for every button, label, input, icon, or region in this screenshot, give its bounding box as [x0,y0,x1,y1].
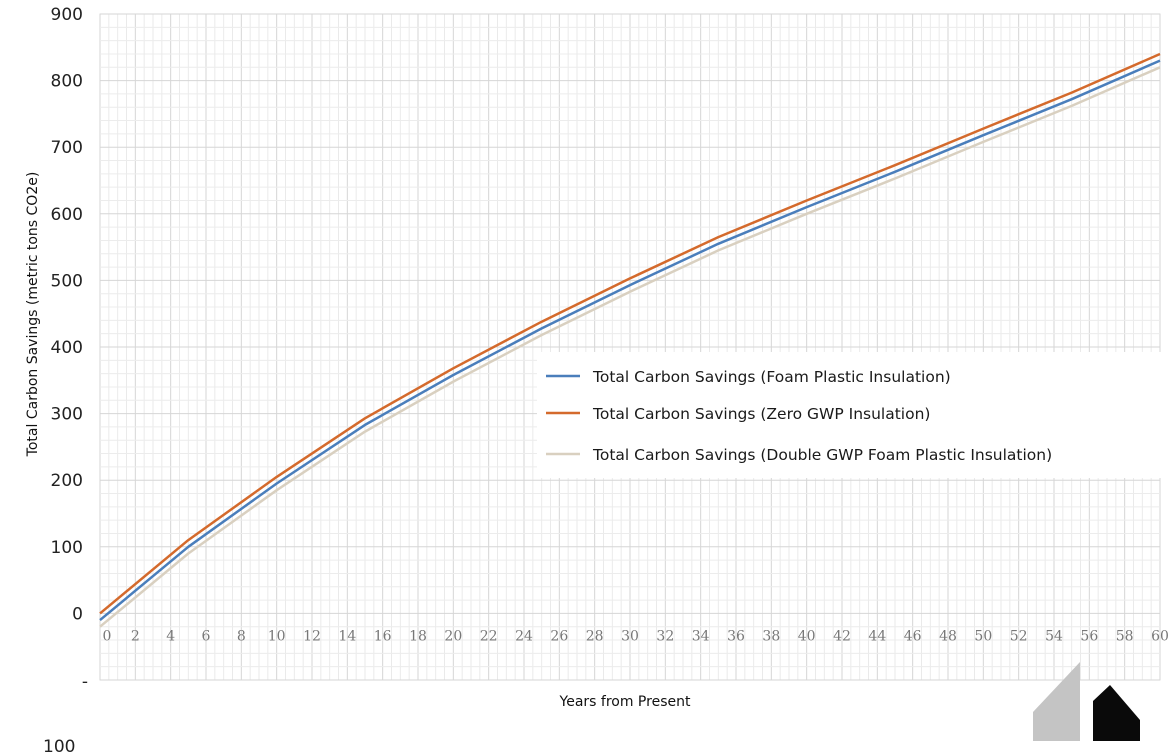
y-tick-dash: - [82,672,88,692]
series-line [99,66,1161,628]
y-tick-label: 500 [51,271,83,291]
y-tick-label: 800 [51,72,83,92]
x-tick-label: 60 [1151,628,1168,644]
legend-label: Total Carbon Savings (Zero GWP Insulatio… [592,405,930,423]
x-tick-label: 28 [586,628,604,644]
x-tick-label: 14 [338,628,356,644]
corner-logo [1033,662,1140,741]
logo-black-shape [1093,685,1140,741]
x-tick-label: 2 [131,628,140,644]
x-tick-label: 46 [904,628,922,644]
legend-label: Total Carbon Savings (Foam Plastic Insul… [592,368,951,386]
legend-label: Total Carbon Savings (Double GWP Foam Pl… [592,446,1052,464]
logo-gray-shape [1033,662,1080,741]
x-tick-label: 56 [1080,628,1098,644]
series-line [99,52,1161,615]
y-tick-extra-100: 100 [43,737,75,756]
x-tick-label: 8 [237,628,246,644]
y-tick-label: 200 [51,471,83,491]
x-axis-label: Years from Present [559,694,691,710]
y-tick-label: 300 [51,405,83,425]
x-tick-label: 54 [1045,628,1063,644]
x-tick-label: 24 [515,628,533,644]
x-tick-label: 34 [692,628,710,644]
y-tick-label: 400 [51,338,83,358]
x-tick-label: 20 [444,628,462,644]
legend: Total Carbon Savings (Foam Plastic Insul… [537,352,1161,478]
y-tick-label: 600 [51,205,83,225]
x-tick-label: 38 [762,628,780,644]
x-tick-label: 22 [480,628,498,644]
x-tick-label: 36 [727,628,745,644]
legend-background [537,352,1161,478]
series-line [99,59,1161,622]
y-tick-label: 100 [51,538,83,558]
y-tick-label: 0 [72,604,83,624]
x-tick-label: 48 [939,628,957,644]
x-tick-label: 42 [833,628,851,644]
y-axis-label: Total Carbon Savings (metric tons CO2e) [25,172,41,458]
x-tick-label: 6 [202,628,211,644]
x-tick-label: 0 [103,628,112,644]
x-tick-label: 52 [1010,628,1028,644]
x-tick-label: 58 [1116,628,1134,644]
x-tick-label: 32 [656,628,674,644]
x-tick-label: 4 [166,628,175,644]
x-tick-label: 18 [409,628,427,644]
x-tick-label: 44 [868,628,886,644]
y-ticks: 900 800 700 600 500 400 300 200 100 0 [51,5,83,624]
y-tick-label: 700 [51,138,83,158]
series-lines [99,52,1161,628]
x-tick-label: 12 [303,628,321,644]
x-tick-label: 50 [974,628,992,644]
x-tick-label: 10 [268,628,286,644]
y-tick-label: 900 [51,5,83,25]
x-tick-label: 26 [550,628,568,644]
x-tick-label: 16 [374,628,392,644]
x-tick-label: 30 [621,628,639,644]
x-tick-label: 40 [798,628,816,644]
grid [99,13,1161,681]
x-ticks: 0 2 4 6 8 10 12 14 16 18 20 22 24 26 28 30 32 34 36 38 40 42 4… [103,628,1168,644]
